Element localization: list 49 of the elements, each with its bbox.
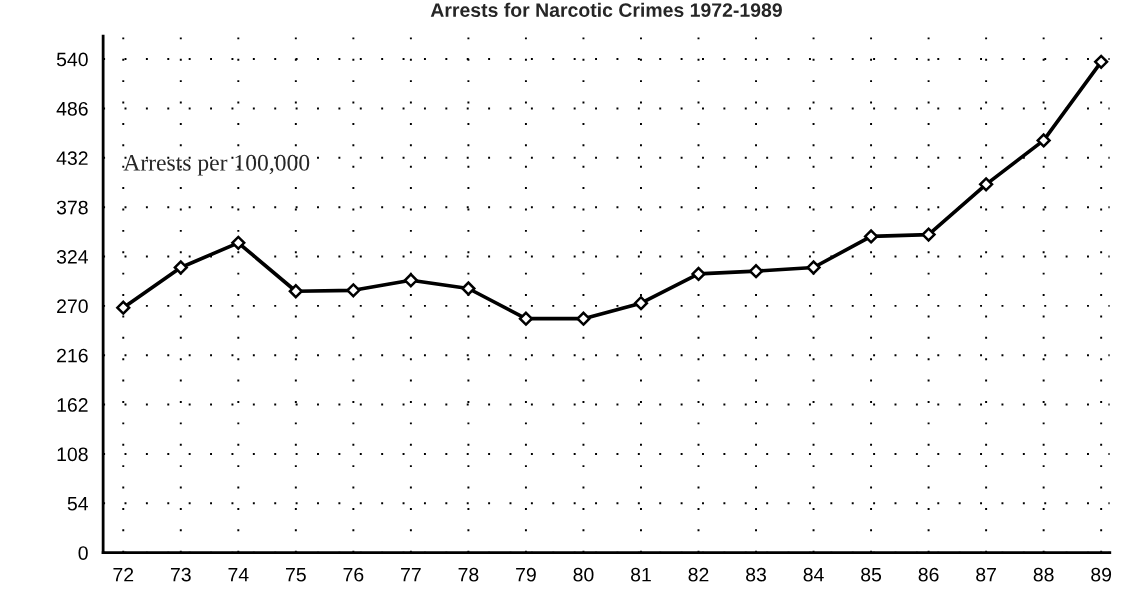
y-tick-label: 108 bbox=[57, 447, 88, 462]
x-tick-label: 76 bbox=[343, 567, 364, 582]
x-tick-label: 80 bbox=[573, 567, 594, 582]
x-tick-label: 73 bbox=[170, 567, 191, 582]
point bbox=[173, 260, 188, 275]
y-tick-label: 216 bbox=[57, 348, 88, 363]
x-tick-label: 83 bbox=[746, 567, 766, 582]
point bbox=[691, 266, 706, 282]
point bbox=[576, 311, 591, 326]
y-tick-label: 324 bbox=[56, 249, 88, 264]
x-tick-label: 77 bbox=[401, 567, 421, 582]
x-tick-label: 89 bbox=[1091, 567, 1112, 582]
point bbox=[633, 295, 649, 311]
x-tick-label: 78 bbox=[458, 567, 479, 582]
y-tick-label: 162 bbox=[57, 398, 88, 412]
y-tick-label: 54 bbox=[67, 496, 88, 511]
annotation: Arrests per 100,000 bbox=[123, 154, 310, 176]
point bbox=[518, 311, 534, 326]
point bbox=[461, 281, 476, 296]
point bbox=[806, 260, 821, 275]
chart-title: Arrests for Narcotic Crimes 1972-1989 bbox=[430, 2, 782, 17]
x-tick-label: 82 bbox=[688, 567, 709, 582]
x-tick-label: 72 bbox=[113, 567, 134, 582]
point bbox=[978, 177, 994, 192]
point bbox=[1094, 54, 1109, 69]
x-tick-label: 81 bbox=[631, 567, 651, 582]
point bbox=[346, 283, 361, 298]
point bbox=[231, 235, 246, 250]
y-tick-label: 378 bbox=[56, 200, 88, 215]
point bbox=[748, 264, 764, 279]
y-tick-label: 486 bbox=[56, 101, 88, 116]
x-tick-label: 75 bbox=[286, 567, 306, 582]
point bbox=[1036, 133, 1051, 148]
x-tick-label: 84 bbox=[803, 567, 824, 582]
point bbox=[288, 284, 303, 299]
y-tick-label: 270 bbox=[57, 299, 88, 314]
x-tick-label: 86 bbox=[918, 567, 939, 582]
x-tick-label: 85 bbox=[861, 567, 882, 582]
x-tick-label: 88 bbox=[1033, 567, 1054, 582]
point bbox=[116, 300, 131, 315]
y-tick-label: 0 bbox=[78, 546, 88, 560]
y-tick-label: 432 bbox=[56, 151, 88, 166]
x-tick-label: 79 bbox=[516, 567, 536, 582]
point bbox=[403, 273, 419, 288]
x-tick-label: 87 bbox=[976, 567, 996, 582]
point bbox=[921, 227, 936, 242]
point bbox=[863, 229, 879, 244]
x-tick-label: 74 bbox=[228, 567, 249, 582]
y-tick-label: 540 bbox=[56, 52, 88, 67]
